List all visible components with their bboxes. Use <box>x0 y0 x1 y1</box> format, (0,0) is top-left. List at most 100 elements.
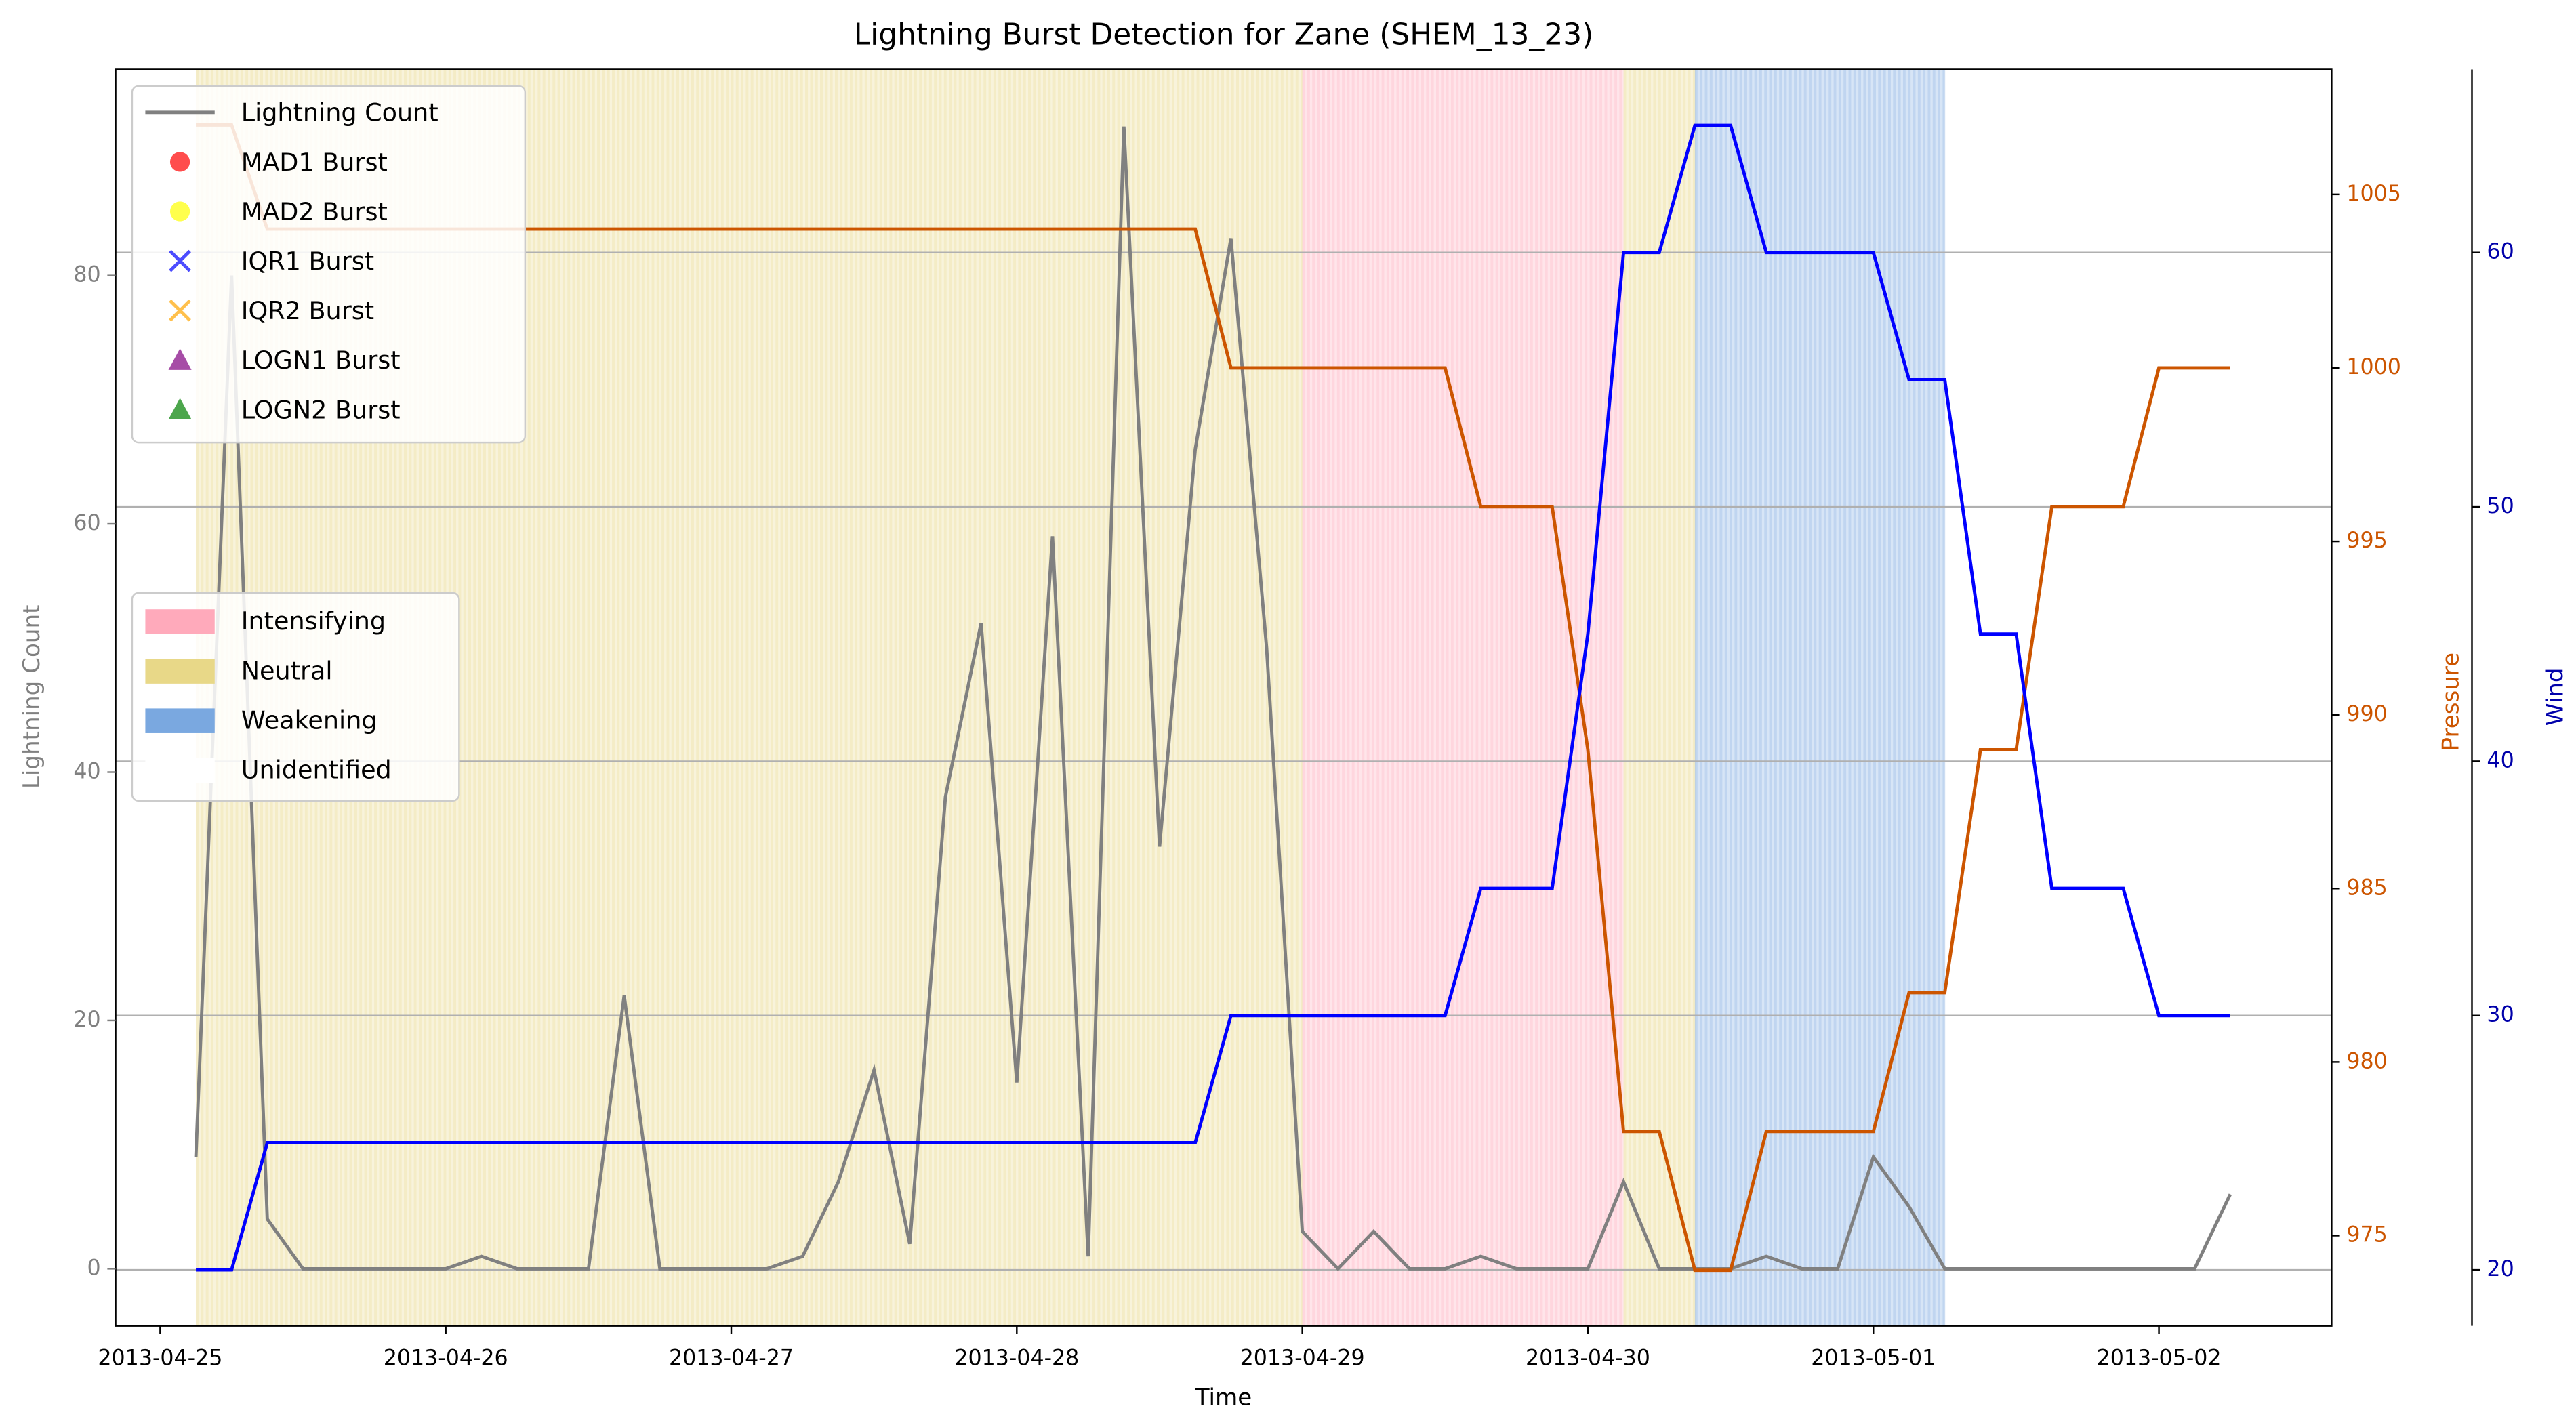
phase-stripe <box>1589 69 1593 1326</box>
phase-stripe <box>1042 69 1046 1326</box>
phase-stripe <box>1764 69 1767 1326</box>
phase-stripe <box>537 69 541 1326</box>
phase-stripe <box>1275 69 1279 1326</box>
phase-stripe <box>1211 69 1214 1326</box>
phase-stripe <box>1769 69 1772 1326</box>
phase-stripe <box>1623 69 1627 1326</box>
phase-stripe <box>1177 69 1180 1326</box>
phase-stripe <box>924 69 927 1326</box>
phase-stripe <box>1142 69 1145 1326</box>
phase-stripe <box>1774 69 1777 1326</box>
phase-stripe <box>1638 69 1641 1326</box>
phase-stripe <box>1246 69 1249 1326</box>
phase-stripe <box>1678 69 1681 1326</box>
phase-stripe <box>1082 69 1086 1326</box>
phase-stripe <box>562 69 565 1326</box>
series-line <box>196 123 2230 1272</box>
phase-stripe <box>1386 69 1389 1326</box>
y3-tick-label: 60 <box>2487 240 2514 264</box>
phase-stripe <box>1456 69 1459 1326</box>
legend-label: MAD1 Burst <box>241 148 388 177</box>
phase-stripe <box>691 69 694 1326</box>
phase-stripe <box>1196 69 1200 1326</box>
phase-stripe <box>661 69 665 1326</box>
phase-stripe <box>1540 69 1543 1326</box>
phase-stripe <box>508 69 511 1326</box>
phase-stripe <box>1362 69 1365 1326</box>
phase-stripe <box>830 69 833 1326</box>
phase-stripe <box>785 69 788 1326</box>
y3-tick-label: 40 <box>2487 748 2514 772</box>
legend-swatch <box>145 659 215 684</box>
phase-stripe <box>1692 69 1696 1326</box>
phase-stripe <box>790 69 794 1326</box>
phase-stripe <box>958 69 962 1326</box>
phase-stripe <box>884 69 887 1326</box>
phase-stripe <box>1241 69 1244 1326</box>
phase-stripe <box>666 69 670 1326</box>
phase-stripe <box>1833 69 1837 1326</box>
phase-stripe <box>1460 69 1464 1326</box>
phase-stripe <box>899 69 902 1326</box>
phase-stripe <box>1162 69 1165 1326</box>
phase-stripe <box>825 69 828 1326</box>
phase-stripe <box>1018 69 1021 1326</box>
phase-stripe <box>1902 69 1906 1326</box>
phase-stripe <box>497 69 501 1326</box>
phase-stripe <box>1376 69 1380 1326</box>
phase-stripe <box>1401 69 1404 1326</box>
legend-marker <box>168 348 192 370</box>
phase-stripe <box>919 69 922 1326</box>
phase-stripe <box>1715 69 1718 1326</box>
phase-stripe <box>1191 69 1195 1326</box>
phase-stripe <box>1396 69 1399 1326</box>
phase-stripe <box>1694 69 1698 1326</box>
phase-stripe <box>1893 69 1896 1326</box>
series-line <box>194 126 2232 1271</box>
phase-stripe <box>557 69 560 1326</box>
phase-stripe <box>468 69 471 1326</box>
legend-label: Unidentified <box>241 755 392 784</box>
phase-stripe <box>904 69 907 1326</box>
phase-stripe <box>1003 69 1006 1326</box>
y2-tick-label: 1000 <box>2346 355 2401 379</box>
phase-stripe <box>617 69 620 1326</box>
phase-stripe <box>731 69 734 1326</box>
phase-stripe <box>1256 69 1259 1326</box>
phase-stripe <box>1147 69 1150 1326</box>
y2-tick-label: 990 <box>2346 702 2387 726</box>
phase-stripe <box>1063 69 1066 1326</box>
phase-stripe <box>1295 69 1299 1326</box>
phase-stripe <box>1818 69 1822 1326</box>
phase-stripe <box>602 69 605 1326</box>
x-tick-label: 2013-04-26 <box>384 1346 508 1370</box>
y3-axis-label: Wind <box>2541 667 2569 726</box>
phase-stripe <box>1286 69 1289 1326</box>
phase-stripe <box>1545 69 1548 1326</box>
phase-stripe <box>681 69 684 1326</box>
phase-stripe <box>1643 69 1646 1326</box>
phase-stripe <box>1107 69 1110 1326</box>
phase-stripe <box>1122 69 1125 1326</box>
phase-stripe <box>1898 69 1901 1326</box>
axes: 2013-04-25 2013-04-26 2013-04-27 2013-04-28… <box>73 68 2514 1370</box>
phase-stripe <box>493 69 496 1326</box>
legend-label: Neutral <box>241 656 333 685</box>
phase-stripe <box>523 69 526 1326</box>
phase-stripe <box>1112 69 1116 1326</box>
phase-stripe <box>1648 69 1652 1326</box>
phase-stripe <box>1312 69 1315 1326</box>
phase-stripe <box>894 69 897 1326</box>
phase-stripe <box>973 69 977 1326</box>
phase-span <box>1302 69 1624 1326</box>
phase-stripe <box>626 69 630 1326</box>
phase-stripe <box>1838 69 1841 1326</box>
phase-stripe <box>849 69 853 1326</box>
phase-stripe <box>874 69 878 1326</box>
phase-stripe <box>1067 69 1071 1326</box>
legend-marker <box>168 398 192 420</box>
phase-stripe <box>775 69 779 1326</box>
phase-stripe <box>1216 69 1219 1326</box>
phase-stripe <box>1570 69 1573 1326</box>
